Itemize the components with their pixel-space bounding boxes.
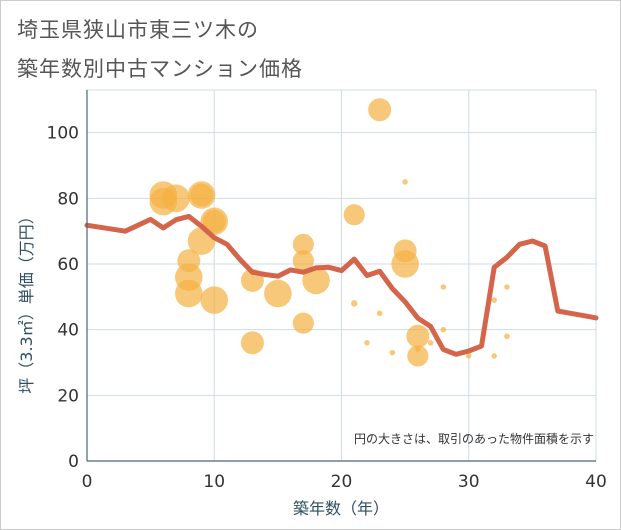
data-point bbox=[292, 233, 314, 255]
x-tick-label: 10 bbox=[203, 472, 225, 492]
data-point bbox=[376, 310, 383, 317]
data-point bbox=[264, 279, 292, 308]
data-point bbox=[368, 98, 392, 122]
y-tick-label: 40 bbox=[57, 321, 79, 341]
grid-layer bbox=[86, 89, 597, 462]
x-tick-label: 0 bbox=[82, 472, 93, 492]
data-point bbox=[240, 331, 264, 355]
data-point bbox=[292, 250, 314, 272]
data-point bbox=[391, 250, 419, 278]
y-tick-label: 20 bbox=[57, 386, 79, 406]
x-tick-label: 20 bbox=[331, 472, 353, 492]
data-point bbox=[190, 183, 214, 207]
line-layer bbox=[84, 213, 599, 357]
x-axis-label: 築年数（年） bbox=[293, 499, 389, 518]
chart-title-line1: 埼玉県狭山市東三ツ木の bbox=[17, 18, 259, 42]
axis-layer: 0 10 20 30 40 0 20 40 60 80 100 bbox=[47, 90, 607, 492]
data-point bbox=[491, 297, 497, 303]
series-line bbox=[84, 213, 599, 357]
data-point bbox=[407, 345, 429, 367]
data-point bbox=[351, 300, 358, 307]
data-point bbox=[175, 279, 203, 308]
size-note: 円の大きさは、取引のあった物件面積を示す bbox=[354, 431, 594, 446]
data-point bbox=[415, 346, 421, 353]
bubble-layer bbox=[149, 98, 510, 367]
y-axis-label: 坪（3.3㎡）単価（万円） bbox=[17, 208, 36, 393]
y-tick-label: 80 bbox=[57, 189, 79, 209]
data-point bbox=[440, 326, 447, 333]
data-point bbox=[389, 349, 396, 356]
data-point bbox=[202, 209, 226, 233]
y-tick-label: 60 bbox=[57, 255, 79, 275]
data-point bbox=[343, 204, 365, 226]
y-tick-label: 100 bbox=[47, 124, 79, 144]
data-point bbox=[292, 312, 314, 334]
data-point bbox=[200, 286, 229, 314]
data-point bbox=[504, 333, 510, 339]
data-point bbox=[491, 353, 497, 359]
y-tick-label: 0 bbox=[68, 452, 79, 472]
data-point bbox=[440, 284, 447, 290]
chart-title-line2: 築年数別中古マンション価格 bbox=[17, 57, 303, 81]
data-point bbox=[402, 179, 408, 185]
data-point bbox=[465, 353, 472, 359]
x-tick-label: 30 bbox=[458, 472, 480, 492]
x-tick-label: 40 bbox=[585, 472, 607, 492]
data-point bbox=[302, 266, 330, 295]
data-point bbox=[504, 284, 510, 290]
data-point bbox=[406, 324, 430, 348]
data-point bbox=[427, 340, 434, 346]
data-point bbox=[162, 184, 190, 213]
data-point bbox=[364, 340, 370, 346]
